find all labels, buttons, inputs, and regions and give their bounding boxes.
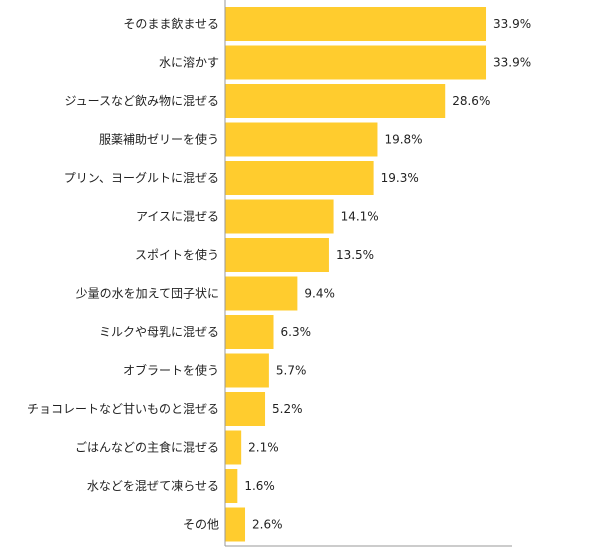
bar <box>225 353 269 388</box>
value-label: 1.6% <box>244 479 275 493</box>
bar <box>225 238 329 272</box>
value-label: 33.9% <box>493 17 531 31</box>
bar <box>225 276 298 311</box>
category-label: ジュースなど飲み物に混ぜる <box>64 93 219 108</box>
value-label: 13.5% <box>336 248 374 262</box>
value-labels: 33.9% 33.9% 28.6% 19.8% 19.3% 14.1% 13.5% 9.4% 6… <box>244 17 531 532</box>
category-label: チョコレートなど甘いものと混ぜる <box>27 402 219 416</box>
value-label: 19.8% <box>384 133 422 147</box>
bar <box>225 84 446 118</box>
category-labels: そのまま飲ませる水に溶かすジュースなど飲み物に混ぜる服薬補助ゼリーを使うプリン、… <box>27 16 219 532</box>
category-label: 水に溶かす <box>159 55 219 70</box>
bar <box>225 161 374 195</box>
category-label: アイスに混ぜる <box>136 210 219 224</box>
category-label: 少量の水を加えて団子状に <box>76 287 219 301</box>
bars-group <box>225 7 487 542</box>
category-label: オブラートを使う <box>123 363 219 378</box>
category-label: 服薬補助ゼリーを使う <box>99 132 219 147</box>
value-label: 2.1% <box>248 441 278 455</box>
value-label: 28.6% <box>452 94 490 108</box>
value-label: 9.4% <box>304 287 335 301</box>
bar <box>225 392 266 426</box>
value-label: 2.6% <box>252 518 283 532</box>
bar <box>225 45 487 80</box>
category-label: ミルクや母乳に混ぜる <box>99 325 219 339</box>
category-label: 水などを混ぜて凍らせる <box>87 479 219 493</box>
value-label: 5.2% <box>272 402 303 416</box>
category-label: その他 <box>183 518 219 532</box>
category-label: そのまま飲ませる <box>123 16 219 31</box>
bar <box>225 469 238 503</box>
bar <box>225 315 274 349</box>
value-label: 19.3% <box>381 171 419 185</box>
bar <box>225 507 246 542</box>
category-label: プリン、ヨーグルトに混ぜる <box>64 171 219 185</box>
bar <box>225 122 378 157</box>
value-label: 33.9% <box>493 56 531 70</box>
category-label: ごはんなどの主食に混ぜる <box>75 440 219 455</box>
bar <box>225 7 487 41</box>
bar <box>225 199 334 234</box>
category-label: スポイトを使う <box>135 247 219 262</box>
value-label: 5.7% <box>276 364 307 378</box>
bar <box>225 430 242 465</box>
value-label: 6.3% <box>281 325 312 339</box>
value-label: 14.1% <box>341 210 379 224</box>
